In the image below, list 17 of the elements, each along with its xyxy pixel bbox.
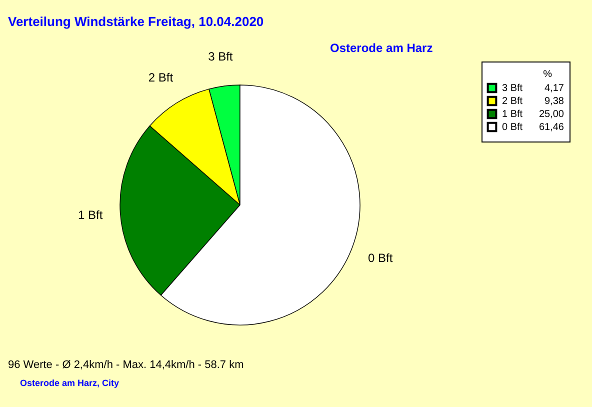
text: 96 Werte - Ø 2,4km/h - Max. 14,4km/h - 58.7 km (8, 359, 244, 371)
legend-title: % (543, 69, 552, 80)
text: Osterode am Harz, City (20, 378, 120, 388)
chart-title: Verteilung Windstärke Freitag, 10.04.2020 (8, 14, 264, 29)
slice-label: 2 Bft (148, 70, 174, 85)
data-label: 9,38 (544, 96, 564, 107)
data-label: 61,46 (538, 122, 564, 133)
data-label: 4,17 (544, 83, 564, 94)
legend-label: 3 Bft (502, 83, 523, 94)
chart-subtitle: Osterode am Harz (330, 41, 433, 55)
legend-label: 0 Bft (502, 122, 523, 133)
slice-label: 0 Bft (368, 250, 394, 265)
legend-label: 2 Bft (502, 96, 523, 107)
slice-label: 1 Bft (78, 208, 104, 222)
data-label: 25,00 (538, 109, 564, 120)
slice-label: 3 Bft (208, 49, 234, 64)
legend-label: 1 Bft (502, 109, 523, 120)
